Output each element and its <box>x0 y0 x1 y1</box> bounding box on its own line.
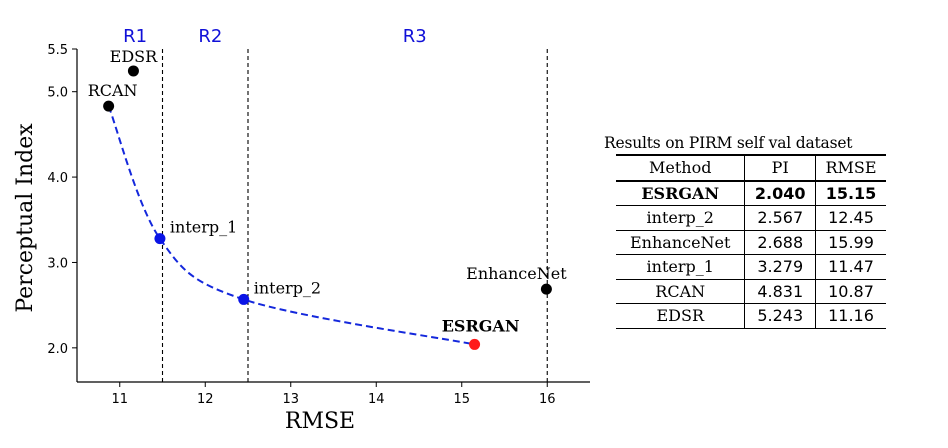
x-tick-label: 15 <box>453 392 470 407</box>
data-point-interp-1 <box>154 233 166 245</box>
y-tick-label: 2.0 <box>47 342 68 357</box>
cell-pi: 5.243 <box>744 303 816 329</box>
region-label: R1 <box>123 26 147 47</box>
data-point-esrgan <box>469 338 481 350</box>
region-label: R3 <box>403 26 427 47</box>
point-label: EnhanceNet <box>466 264 567 283</box>
cell-rmse: 12.45 <box>815 205 886 231</box>
chart-axes: 11 12 13 14 15 16 2.0 3.0 4.0 5.0 5.5 <box>47 43 590 407</box>
table-header-row: Method PI RMSE <box>616 154 886 182</box>
cell-pi: 3.279 <box>744 254 816 280</box>
data-point-edsr <box>127 65 139 77</box>
pi-vs-rmse-chart: 11 12 13 14 15 162.03.04.05.05.5 R1 R2 R3 EDSRR… <box>13 26 590 434</box>
point-label: ESRGAN <box>442 316 520 335</box>
cell-pi: 4.831 <box>744 279 816 304</box>
table-row: EnhanceNet 2.688 15.99 <box>616 230 886 255</box>
y-axis-title: Perceptual Index <box>13 123 38 313</box>
data-point-rcan <box>103 100 115 112</box>
column-header-rmse: RMSE <box>815 154 886 182</box>
point-label: EDSR <box>110 47 158 66</box>
cell-rmse: 15.99 <box>815 230 886 255</box>
table-row: ESRGAN 2.040 15.15 <box>616 180 886 206</box>
x-tick-label: 12 <box>197 392 214 407</box>
column-header-pi: PI <box>744 154 816 182</box>
column-header-method: Method <box>616 154 746 182</box>
data-point-interp-2 <box>238 293 250 305</box>
results-table-panel: Results on PIRM self val dataset Method … <box>604 134 900 329</box>
cell-rmse: 11.16 <box>815 303 886 329</box>
x-axis-title: RMSE <box>285 409 355 434</box>
x-tick-label: 16 <box>539 392 556 407</box>
y-tick-label: 4.0 <box>47 171 68 186</box>
table-row: interp_1 3.279 11.47 <box>616 254 886 280</box>
cell-method: EDSR <box>616 303 746 329</box>
results-table: Method PI RMSE ESRGAN 2.040 15.15 interp… <box>616 154 886 329</box>
cell-method: interp_1 <box>616 254 746 280</box>
point-labels: EDSR RCAN interp_1 interp_2 EnhanceNet ESRGAN <box>88 47 567 335</box>
cell-method: ESRGAN <box>616 180 746 206</box>
cell-rmse: 15.15 <box>815 180 886 206</box>
table-caption: Results on PIRM self val dataset <box>604 134 853 152</box>
point-label: RCAN <box>88 81 138 100</box>
cell-method: interp_2 <box>616 205 746 231</box>
cell-rmse: 11.47 <box>815 254 886 280</box>
point-label: interp_1 <box>170 218 237 237</box>
table-row: RCAN 4.831 10.87 <box>616 279 886 304</box>
cell-pi: 2.040 <box>744 180 816 206</box>
cell-pi: 2.688 <box>744 230 816 255</box>
y-tick-label: 3.0 <box>47 256 68 271</box>
data-points <box>103 65 552 350</box>
x-tick-label: 14 <box>368 392 385 407</box>
region-dividers: R1 R2 R3 <box>123 26 548 382</box>
table-row: EDSR 5.243 11.16 <box>616 303 886 329</box>
x-tick-label: 11 <box>111 392 128 407</box>
table-row: interp_2 2.567 12.45 <box>616 205 886 231</box>
data-point-enhancenet <box>540 283 552 295</box>
tradeoff-curve-group <box>107 105 475 346</box>
cell-pi: 2.567 <box>744 205 816 231</box>
point-label: interp_2 <box>254 278 321 297</box>
cell-method: RCAN <box>616 279 746 304</box>
region-label: R2 <box>198 26 222 47</box>
cell-rmse: 10.87 <box>815 279 886 304</box>
tradeoff-curve <box>107 105 475 346</box>
y-tick-label: 5.5 <box>47 43 68 58</box>
y-tick-label: 5.0 <box>47 86 68 101</box>
x-tick-label: 13 <box>282 392 299 407</box>
cell-method: EnhanceNet <box>616 230 746 255</box>
